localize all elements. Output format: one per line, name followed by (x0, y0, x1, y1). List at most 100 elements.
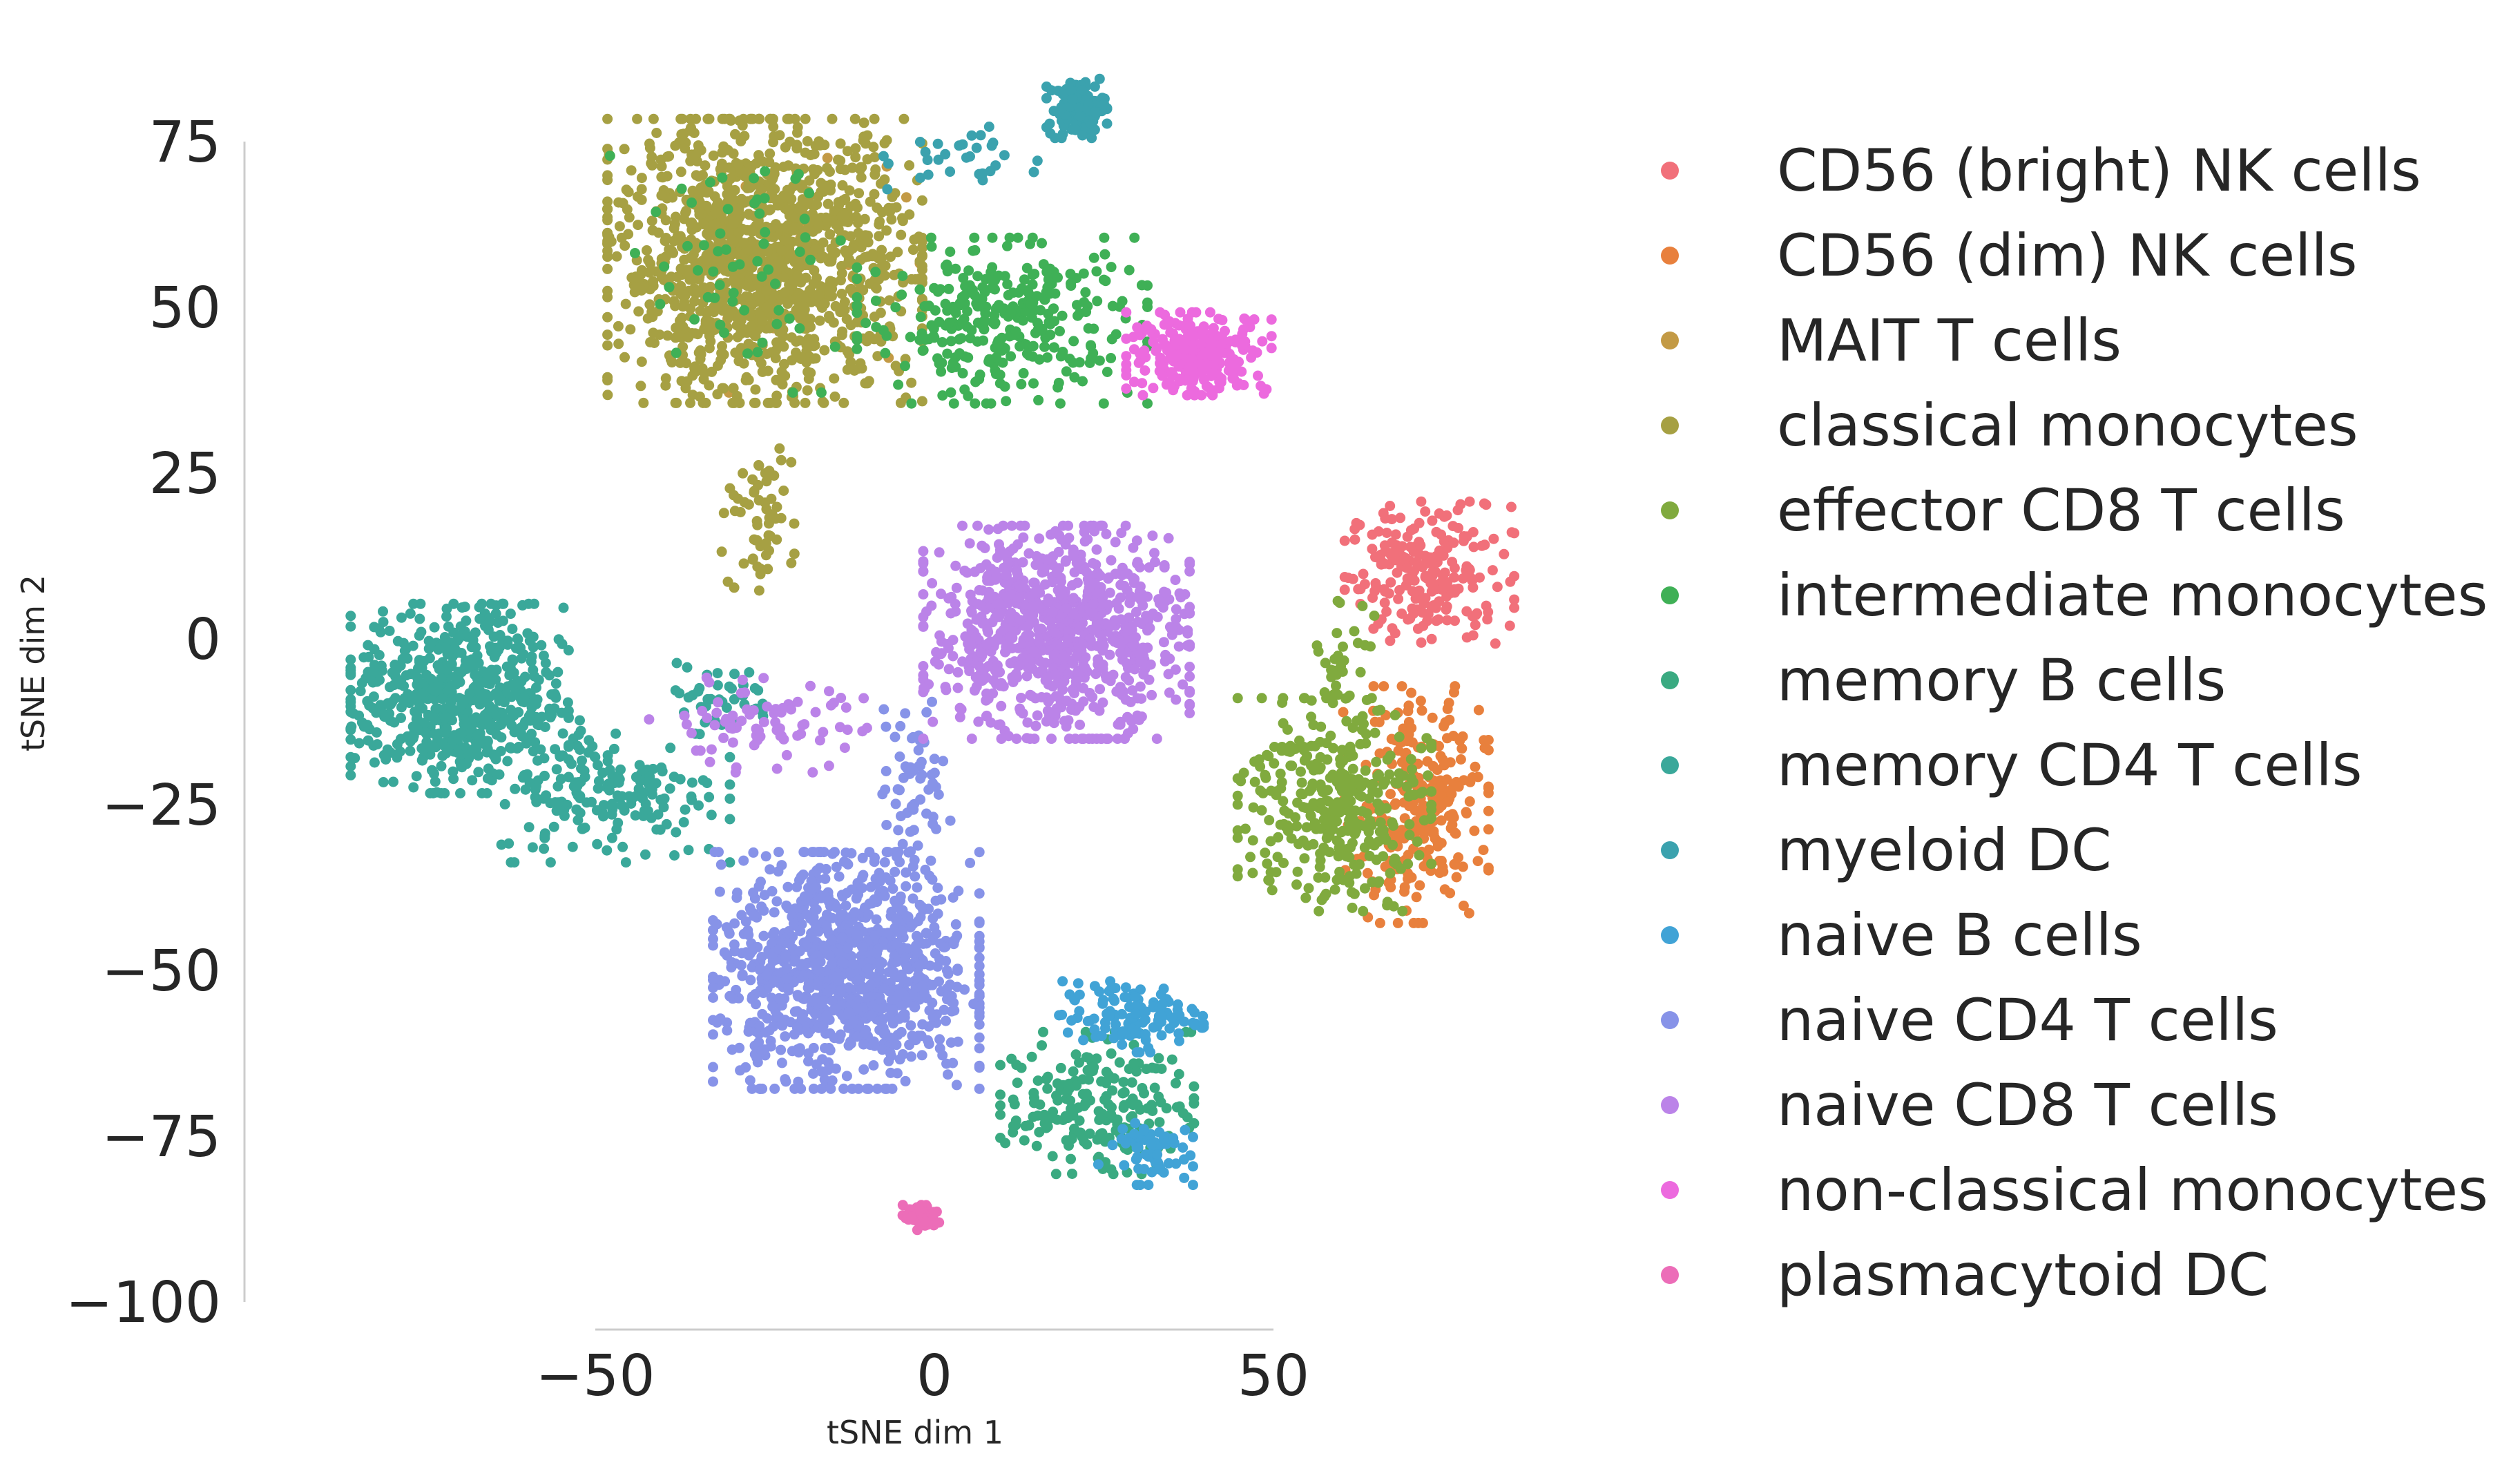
data-point (717, 172, 728, 183)
data-point (1008, 1094, 1019, 1105)
data-point (1247, 835, 1258, 846)
data-point (714, 886, 725, 897)
data-point (1153, 1091, 1164, 1102)
data-point (1292, 797, 1303, 808)
data-point (1112, 1114, 1123, 1125)
data-point (1436, 800, 1446, 811)
data-point (1023, 1120, 1035, 1131)
data-point (991, 352, 1002, 363)
data-point (387, 667, 398, 678)
data-point (1478, 845, 1489, 856)
data-point (1448, 537, 1459, 548)
data-point (602, 263, 613, 274)
data-point (760, 227, 771, 238)
data-point (468, 635, 479, 646)
data-point (974, 1062, 985, 1073)
data-point (921, 938, 932, 949)
data-point (881, 135, 892, 146)
data-point (950, 263, 961, 274)
data-point (602, 756, 613, 767)
data-point (358, 652, 369, 663)
data-point (682, 240, 693, 251)
data-point (999, 381, 1010, 392)
data-point (961, 152, 972, 163)
data-point (1338, 874, 1349, 885)
data-point (1269, 742, 1280, 752)
series-group (878, 73, 1113, 195)
data-point (1028, 378, 1039, 389)
data-point (963, 352, 974, 363)
data-point (824, 950, 835, 961)
data-point (642, 776, 653, 787)
data-point (1091, 1053, 1102, 1064)
data-point (886, 995, 897, 1006)
data-point (1458, 573, 1469, 584)
data-point (1084, 1074, 1094, 1085)
data-point (827, 1075, 838, 1086)
data-point (529, 671, 540, 682)
data-point (843, 257, 854, 268)
data-point (1464, 796, 1475, 807)
data-point (857, 872, 868, 883)
data-point (753, 685, 764, 696)
data-point (1417, 917, 1428, 928)
data-point (1355, 738, 1366, 749)
data-point (720, 244, 731, 255)
data-point (693, 265, 703, 276)
data-point (970, 245, 981, 256)
data-point (723, 195, 734, 206)
data-point (747, 554, 758, 565)
data-point (1156, 1030, 1167, 1041)
data-point (786, 457, 797, 468)
data-point (405, 745, 416, 756)
data-point (498, 615, 508, 626)
data-point (943, 283, 954, 294)
data-point (757, 366, 768, 377)
data-point (1269, 758, 1280, 769)
data-point (1461, 632, 1472, 643)
data-point (1434, 508, 1445, 519)
data-point (1271, 867, 1282, 878)
data-point (1483, 606, 1494, 617)
data-point (566, 758, 577, 769)
data-point (905, 1020, 916, 1031)
data-point (456, 667, 468, 678)
data-point (1189, 1093, 1200, 1104)
data-point (1339, 535, 1350, 546)
data-point (812, 964, 823, 975)
data-point (1321, 738, 1332, 749)
data-point (970, 290, 981, 301)
data-point (939, 941, 950, 952)
data-point (774, 130, 785, 141)
data-point (1426, 859, 1437, 870)
data-point (809, 917, 820, 927)
data-point (744, 1075, 756, 1086)
data-point (1319, 687, 1330, 698)
data-point (782, 973, 793, 984)
data-point (693, 198, 704, 209)
data-point (852, 262, 863, 273)
data-point (865, 991, 876, 1002)
data-point (916, 195, 927, 206)
data-point (974, 1007, 985, 1018)
data-point (1374, 826, 1385, 837)
data-point (974, 961, 985, 972)
data-point (757, 156, 768, 167)
data-point (530, 792, 541, 803)
data-point (729, 582, 740, 593)
data-point (1016, 1062, 1027, 1073)
data-point (1042, 352, 1053, 363)
data-point (1405, 754, 1416, 765)
data-point (1285, 760, 1296, 771)
data-point (880, 1027, 891, 1038)
data-point (771, 345, 782, 356)
data-point (728, 218, 739, 229)
data-point (355, 686, 366, 697)
data-point (1347, 902, 1358, 913)
data-point (1437, 862, 1448, 873)
data-point (448, 735, 459, 746)
data-point (602, 113, 613, 124)
data-point (1146, 1100, 1157, 1111)
data-point (1057, 102, 1067, 113)
data-point (563, 645, 574, 655)
